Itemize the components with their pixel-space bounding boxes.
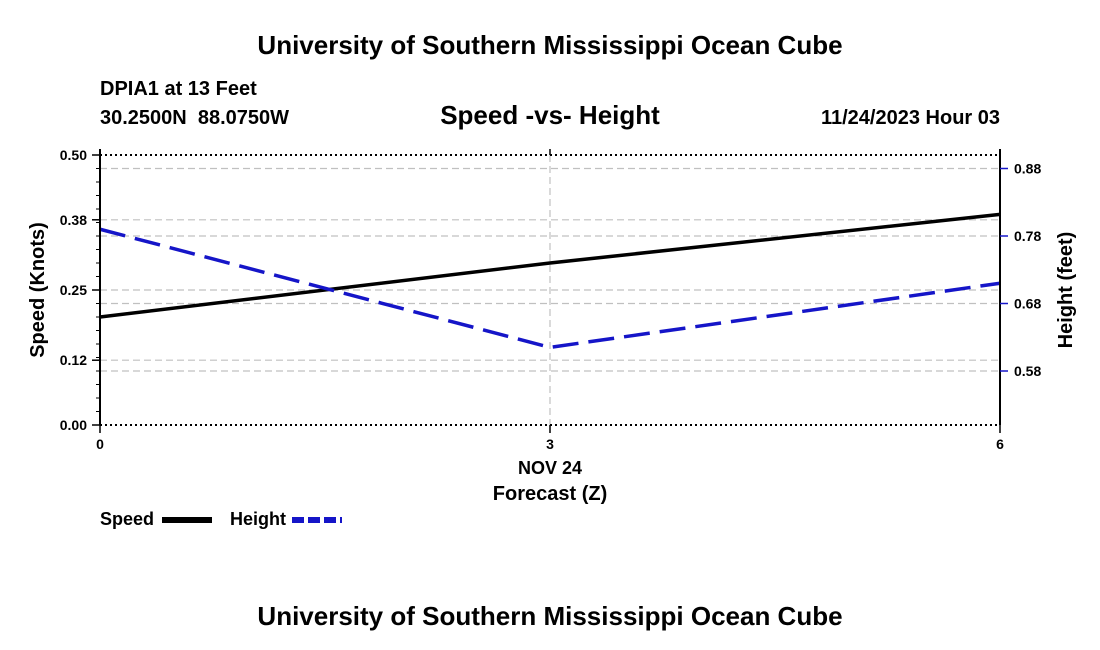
- legend: Speed Height: [100, 509, 342, 529]
- y-left-tick-label: 0.00: [60, 417, 87, 433]
- footer-title: University of Southern Mississippi Ocean…: [257, 601, 842, 631]
- x-axis-title: Forecast (Z): [493, 483, 607, 505]
- chart-timestamp: 11/24/2023 Hour 03: [821, 107, 1000, 129]
- y-axis-right-title: Height (feet): [1055, 232, 1077, 349]
- y-right-tick-label: 0.58: [1014, 363, 1041, 379]
- grid-lines: [100, 155, 1000, 425]
- axis-ticks: 0.00 0.12 0.25 0.38 0.50 0.58 0.68 0.78 0.88 0 3 6: [60, 147, 1042, 452]
- y-right-tick-label: 0.68: [1014, 296, 1041, 312]
- y-right-tick-label: 0.88: [1014, 161, 1041, 177]
- legend-height-label: Height: [230, 509, 286, 529]
- y-left-tick-label: 0.12: [60, 352, 87, 368]
- data-series: [99, 212, 1001, 350]
- y-left-tick-label: 0.50: [60, 147, 87, 163]
- y-right-tick-label: 0.78: [1014, 228, 1041, 244]
- legend-speed-label: Speed: [100, 509, 154, 529]
- station-coords: 30.2500N 88.0750W: [100, 107, 289, 129]
- x-tick-label: 0: [96, 436, 104, 452]
- x-axis-date-label: NOV 24: [518, 458, 582, 478]
- y-left-tick-label: 0.25: [60, 282, 87, 298]
- chart-title: Speed -vs- Height: [440, 100, 660, 130]
- y-left-tick-label: 0.38: [60, 212, 87, 228]
- station-label: DPIA1 at 13 Feet: [100, 78, 257, 100]
- series-line-height: [99, 227, 1001, 350]
- x-tick-label: 6: [996, 436, 1004, 452]
- series-line-speed: [99, 212, 1001, 319]
- page-title: University of Southern Mississippi Ocean…: [257, 30, 842, 60]
- y-axis-left-title: Speed (Knots): [27, 222, 49, 358]
- x-tick-label: 3: [546, 436, 554, 452]
